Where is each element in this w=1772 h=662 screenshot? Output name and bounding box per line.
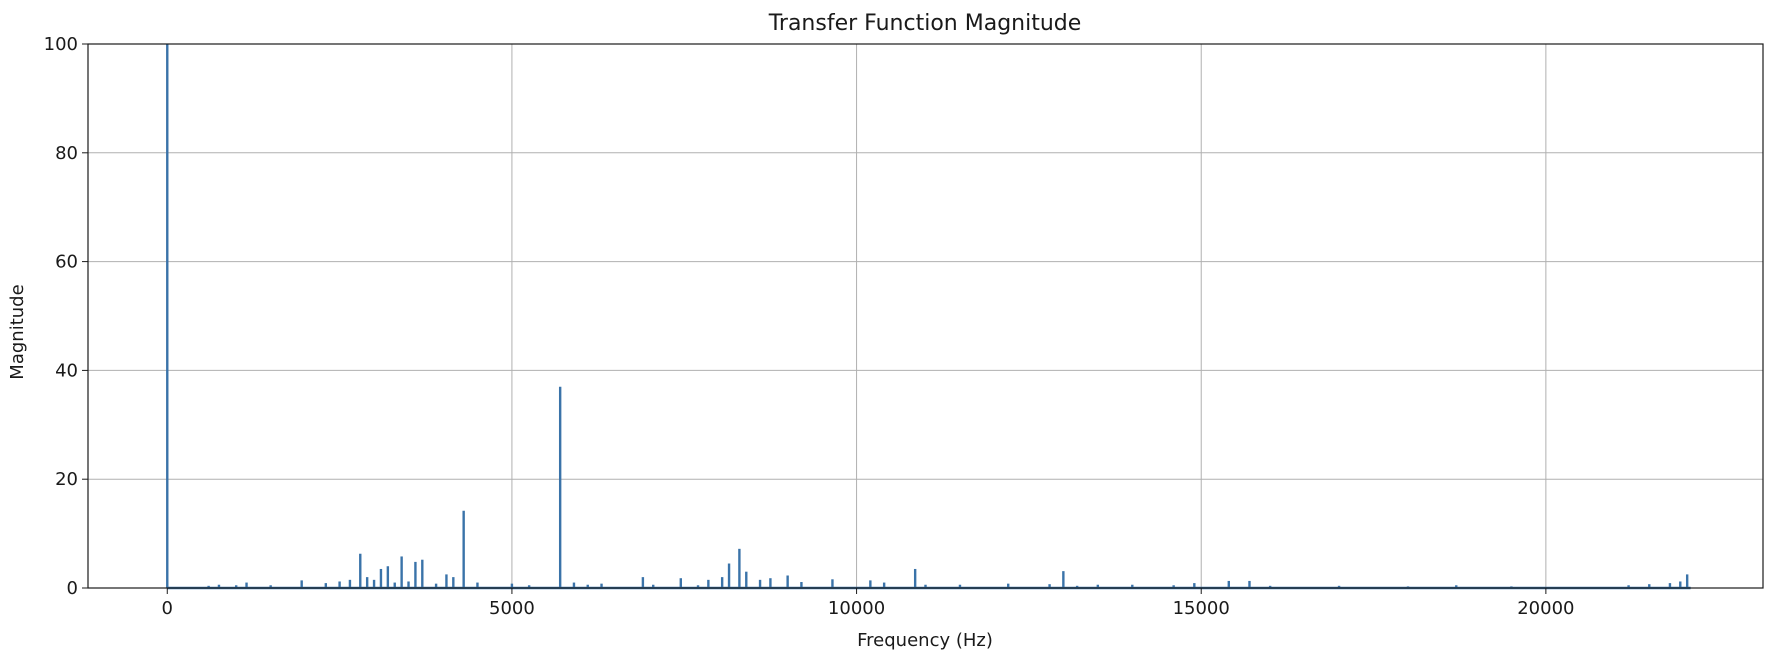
x-tick-label: 20000 [1517,598,1574,619]
y-tick-label: 0 [67,578,78,599]
y-tick-label: 20 [55,469,78,490]
grid-lines [88,43,1763,589]
x-tick-label: 10000 [828,598,885,619]
plot-area [166,44,1691,590]
y-tick-label: 80 [55,143,78,164]
y-tick-label: 100 [44,34,78,55]
x-axis-label: Frequency (Hz) [857,630,993,651]
y-axis: 0 20 40 60 80 100 [44,34,88,599]
chart-title: Transfer Function Magnitude [768,11,1082,36]
y-tick-label: 40 [55,360,78,381]
axes-frame [87,43,1764,589]
x-axis: 0 5000 10000 15000 20000 [162,588,1575,619]
x-tick-label: 15000 [1173,598,1230,619]
y-axis-label: Magnitude [7,284,28,379]
y-tick-label: 60 [55,252,78,273]
x-tick-label: 5000 [489,598,535,619]
x-tick-label: 0 [162,598,173,619]
